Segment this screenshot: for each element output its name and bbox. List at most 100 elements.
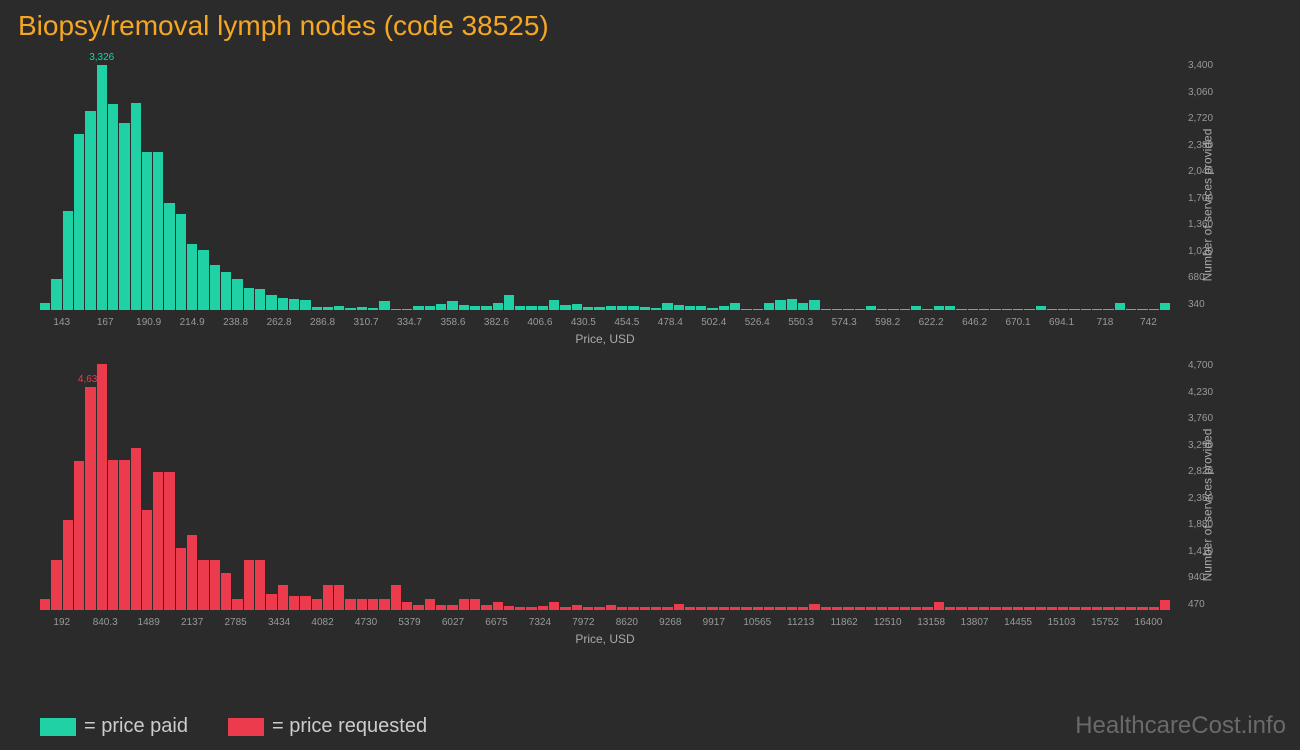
bar <box>357 599 367 610</box>
tick: 2785 <box>214 617 257 628</box>
bar <box>1092 309 1102 310</box>
bar <box>628 607 638 610</box>
bar <box>990 607 1000 610</box>
bar <box>255 560 265 610</box>
bar <box>888 607 898 610</box>
bar <box>142 510 152 610</box>
bar <box>1137 309 1147 310</box>
bar <box>911 607 921 610</box>
bar <box>210 265 220 310</box>
bar <box>1047 309 1057 310</box>
bar <box>278 298 288 311</box>
bar <box>1126 309 1136 310</box>
bar <box>323 307 333 310</box>
bar <box>97 364 107 610</box>
bar <box>617 607 627 610</box>
tick: 9268 <box>649 617 692 628</box>
bar <box>538 606 548 610</box>
tick: 4082 <box>301 617 344 628</box>
bar <box>119 460 129 610</box>
bar <box>425 599 435 610</box>
bar <box>730 607 740 610</box>
tick: 11213 <box>779 617 822 628</box>
bar <box>40 599 50 610</box>
tick: 5379 <box>388 617 431 628</box>
bar <box>131 448 141 611</box>
y-label-paid: Number of services provided <box>1201 129 1215 282</box>
bar <box>821 309 831 310</box>
bar <box>549 300 559 310</box>
bar <box>63 520 73 610</box>
tick: 2,720 <box>1188 113 1240 124</box>
bar <box>1103 607 1113 610</box>
bar <box>232 279 242 310</box>
bar <box>323 585 333 610</box>
tick: 574.3 <box>822 317 865 328</box>
bar <box>572 304 582 310</box>
bar <box>809 604 819 610</box>
bar <box>436 304 446 310</box>
bar <box>549 602 559 610</box>
bars-paid: 3,326 <box>40 60 1170 310</box>
bar <box>312 599 322 610</box>
bar <box>1160 600 1170 610</box>
bar <box>108 104 118 310</box>
bar <box>63 211 73 310</box>
bar <box>685 607 695 610</box>
tick: 694.1 <box>1040 317 1083 328</box>
bar <box>289 299 299 310</box>
legend-label-requested: = price requested <box>272 715 427 738</box>
tick: 470 <box>1188 599 1240 610</box>
tick: 670.1 <box>996 317 1039 328</box>
bar <box>1115 303 1125 310</box>
bar <box>730 303 740 310</box>
bar <box>594 307 604 310</box>
bar <box>379 301 389 310</box>
tick: 742 <box>1127 317 1170 328</box>
bar <box>1081 607 1091 610</box>
tick: 7972 <box>562 617 605 628</box>
bar <box>934 306 944 310</box>
bar <box>877 309 887 310</box>
bar <box>300 596 310 610</box>
bar <box>187 535 197 610</box>
bar <box>142 152 152 310</box>
bar <box>1126 607 1136 610</box>
tick: 13807 <box>953 617 996 628</box>
bar <box>413 605 423 610</box>
tick: 430.5 <box>562 317 605 328</box>
tick: 262.8 <box>257 317 300 328</box>
bar <box>413 306 423 310</box>
bar <box>436 605 446 610</box>
bar <box>459 305 469 310</box>
bar <box>956 607 966 610</box>
tick: 646.2 <box>953 317 996 328</box>
bar <box>651 607 661 610</box>
tick: 3,060 <box>1188 87 1240 98</box>
tick: 15103 <box>1040 617 1083 628</box>
bar <box>583 307 593 310</box>
bar <box>1002 607 1012 610</box>
tick: 214.9 <box>170 317 213 328</box>
bar <box>832 309 842 310</box>
bar <box>990 309 1000 310</box>
tick: 454.5 <box>605 317 648 328</box>
tick: 143 <box>40 317 83 328</box>
bar <box>775 607 785 610</box>
bar <box>187 244 197 310</box>
bar <box>843 607 853 610</box>
tick: 4730 <box>344 617 387 628</box>
bar <box>266 295 276 310</box>
bar <box>696 607 706 610</box>
peak-label: 3,326 <box>89 52 114 65</box>
bar <box>334 306 344 310</box>
bar <box>900 309 910 310</box>
bar <box>278 585 288 610</box>
bar <box>1149 309 1159 310</box>
page-title: Biopsy/removal lymph nodes (code 38525) <box>0 0 1300 42</box>
tick: 526.4 <box>736 317 779 328</box>
legend-label-paid: = price paid <box>84 715 188 738</box>
tick: 598.2 <box>866 317 909 328</box>
bar <box>481 605 491 610</box>
bar <box>1013 607 1023 610</box>
